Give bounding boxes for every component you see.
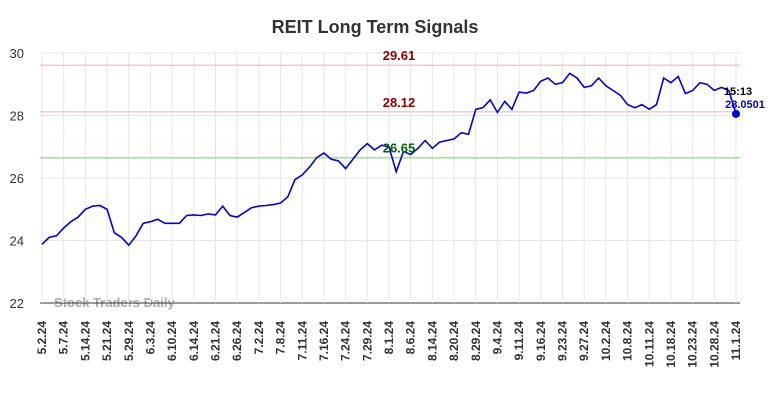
x-tick-label: 6.21.24 bbox=[209, 321, 223, 361]
x-tick-label: 9.23.24 bbox=[556, 321, 570, 361]
x-tick-label: 5.14.24 bbox=[78, 321, 92, 361]
x-tick-label: 5.2.24 bbox=[35, 321, 49, 355]
x-tick-label: 8.6.24 bbox=[404, 321, 418, 355]
y-tick-label: 26 bbox=[10, 171, 24, 186]
x-tick-label: 11.1.24 bbox=[729, 321, 743, 361]
reference-label: 29.61 bbox=[383, 48, 416, 63]
x-tick-label: 9.27.24 bbox=[577, 321, 591, 361]
y-tick-label: 24 bbox=[10, 234, 24, 249]
x-tick-label: 8.29.24 bbox=[469, 321, 483, 361]
x-tick-label: 5.21.24 bbox=[100, 321, 114, 361]
series-line bbox=[41, 72, 737, 247]
y-tick-label: 22 bbox=[10, 296, 24, 311]
x-tick-label: 10.11.24 bbox=[642, 321, 656, 367]
reference-label: 28.12 bbox=[383, 95, 416, 110]
x-tick-label: 6.14.24 bbox=[187, 321, 201, 361]
x-tick-label: 5.7.24 bbox=[57, 321, 71, 355]
x-tick-label: 10.8.24 bbox=[621, 321, 635, 361]
y-tick-label: 30 bbox=[10, 46, 24, 61]
x-tick-label: 9.11.24 bbox=[512, 321, 526, 361]
x-tick-label: 8.14.24 bbox=[425, 321, 439, 361]
annotation-value: 28.0501 bbox=[725, 99, 765, 111]
x-tick-label: 6.3.24 bbox=[143, 321, 157, 355]
y-tick-label: 28 bbox=[10, 109, 24, 124]
x-tick-label: 5.29.24 bbox=[122, 321, 136, 361]
x-tick-label: 6.26.24 bbox=[230, 321, 244, 361]
x-tick-label: 6.10.24 bbox=[165, 321, 179, 361]
x-tick-label: 7.8.24 bbox=[274, 321, 288, 355]
x-tick-label: 7.16.24 bbox=[317, 321, 331, 361]
x-tick-label: 8.20.24 bbox=[447, 321, 461, 361]
x-tick-label: 10.23.24 bbox=[686, 321, 700, 368]
x-tick-label: 7.2.24 bbox=[252, 321, 266, 355]
x-tick-label: 7.24.24 bbox=[339, 321, 353, 361]
chart-title: REIT Long Term Signals bbox=[272, 17, 479, 37]
annotation-time: 15:13 bbox=[724, 86, 752, 98]
x-tick-label: 9.16.24 bbox=[534, 321, 548, 361]
reference-label: 26.65 bbox=[383, 141, 416, 156]
x-tick-label: 9.4.24 bbox=[490, 321, 504, 355]
x-tick-label: 10.28.24 bbox=[707, 321, 721, 368]
x-tick-label: 7.29.24 bbox=[360, 321, 374, 361]
last-point bbox=[732, 109, 740, 118]
x-tick-label: 8.1.24 bbox=[382, 321, 396, 355]
x-tick-label: 7.11.24 bbox=[295, 321, 309, 361]
x-tick-label: 10.2.24 bbox=[599, 321, 613, 361]
x-tick-label: 10.18.24 bbox=[664, 321, 678, 368]
